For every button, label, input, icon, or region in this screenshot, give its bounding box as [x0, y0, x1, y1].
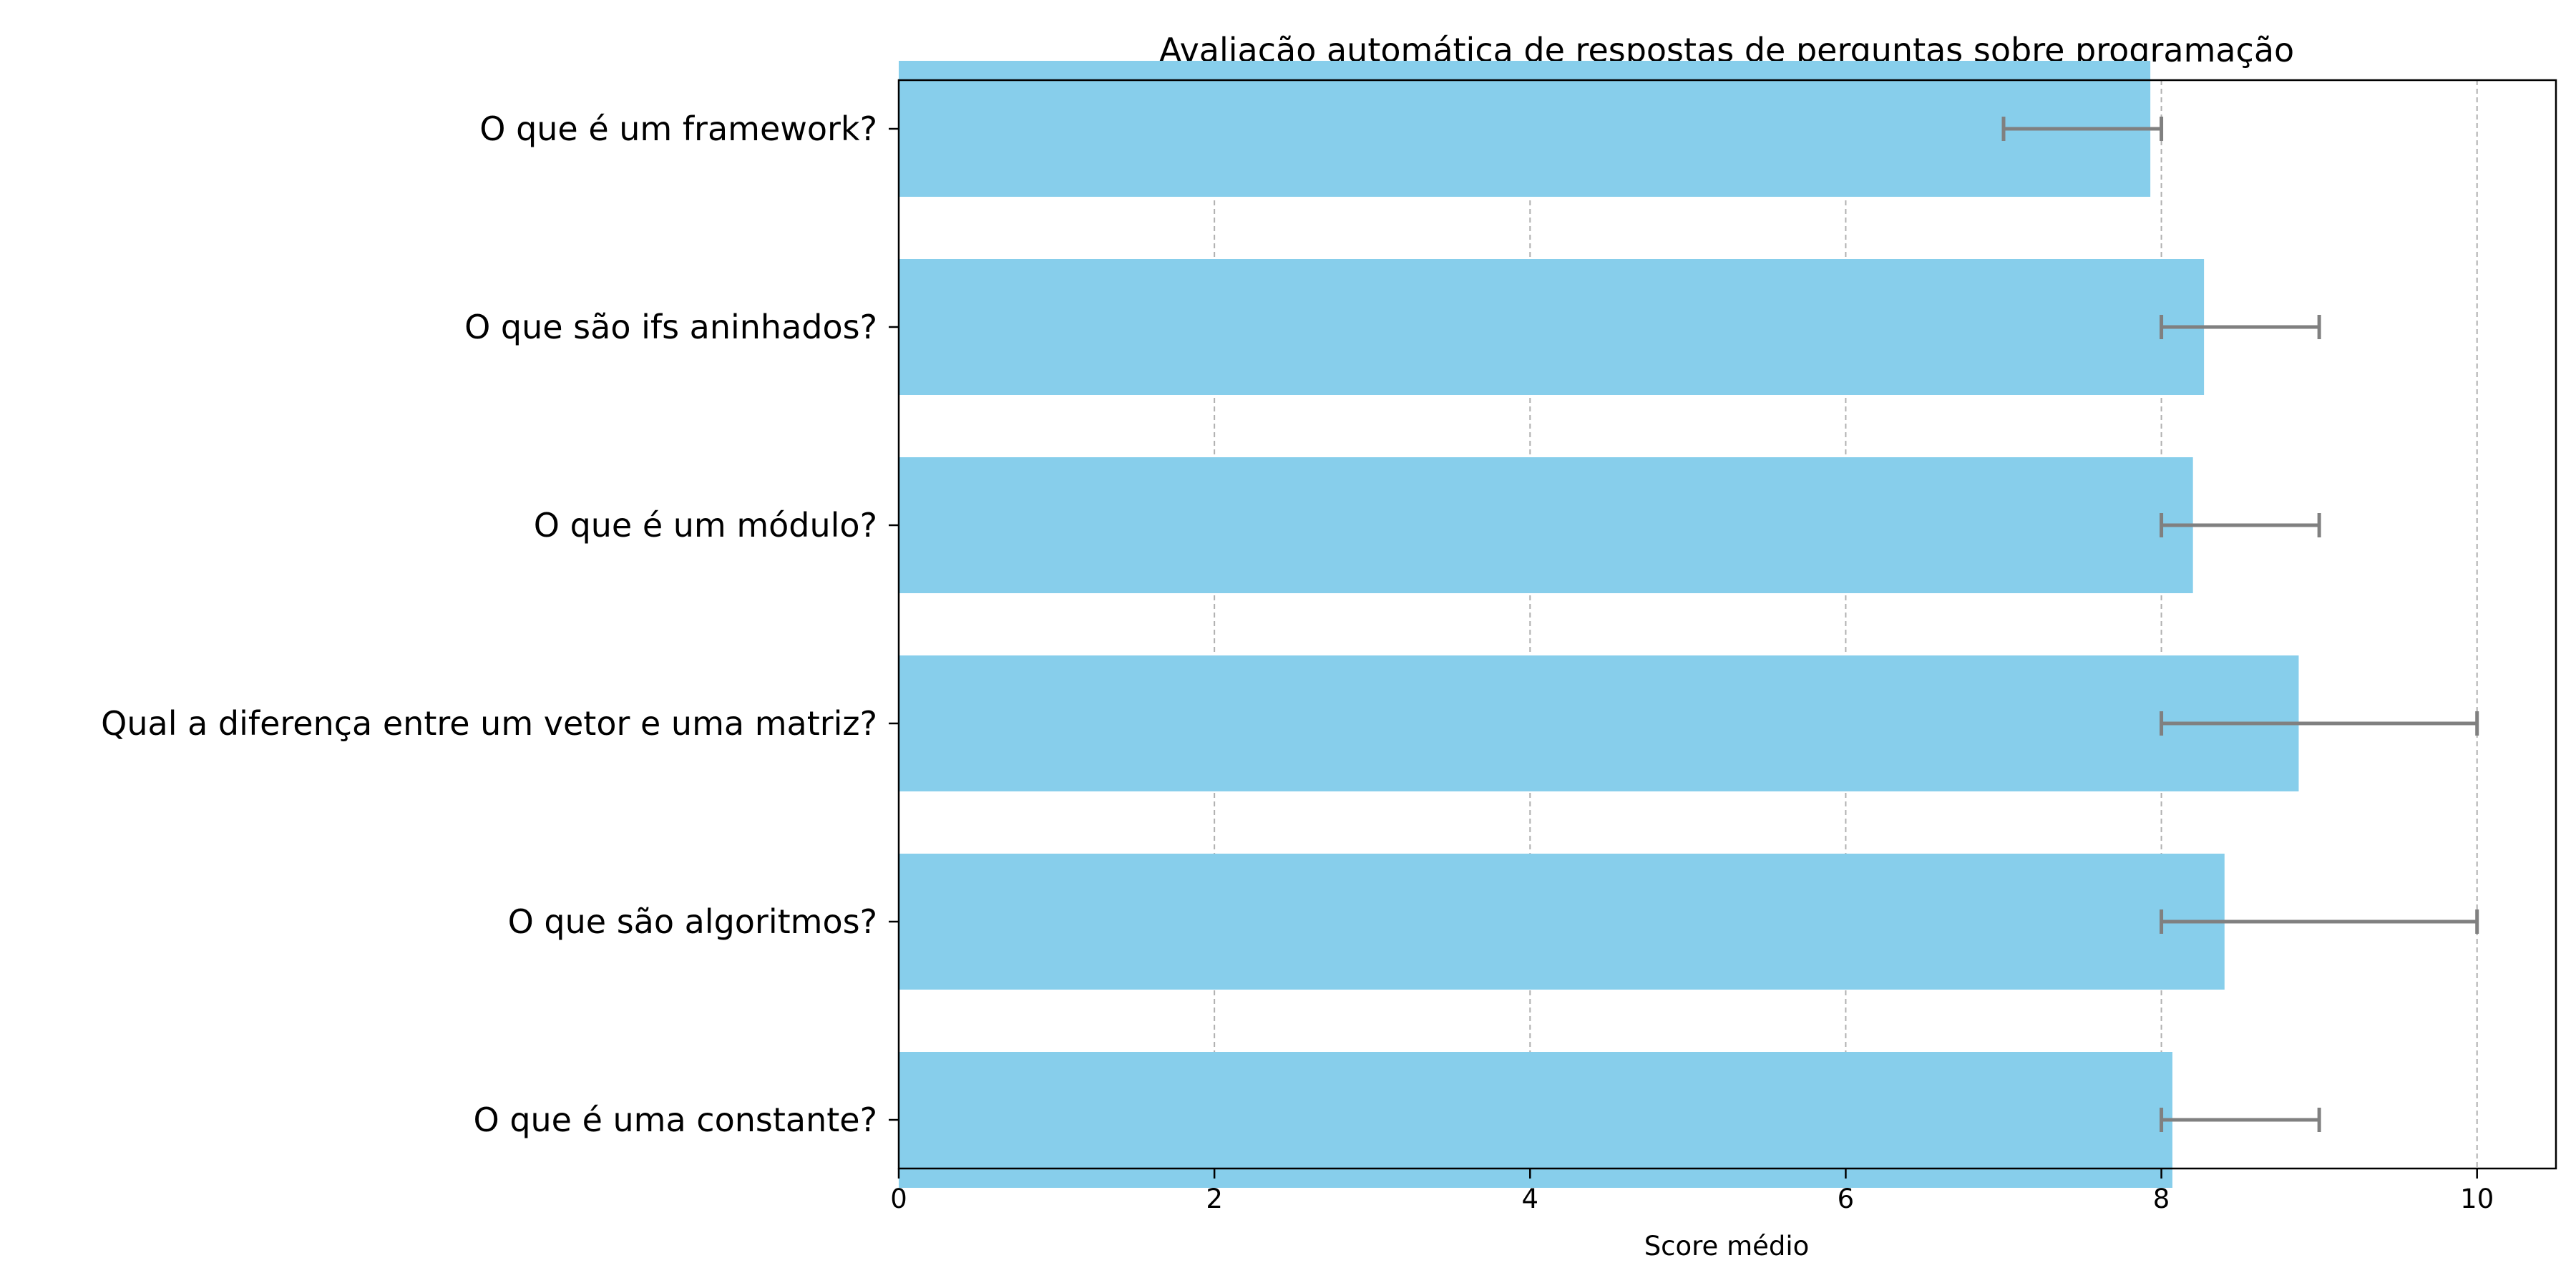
- category-label-0: O que é um framework?: [479, 109, 877, 148]
- bar-4: [899, 854, 2225, 990]
- category-label-5: O que é uma constante?: [474, 1101, 878, 1139]
- category-label-4: O que são algoritmos?: [508, 902, 877, 941]
- error-bar-3: [2160, 711, 2479, 736]
- bar-2: [899, 457, 2193, 593]
- error-bar-5: [2160, 1108, 2321, 1132]
- category-layer: O que é um framework? O que são ifs aninh…: [101, 109, 899, 1139]
- axis-layer: [897, 79, 2557, 1170]
- bar-0: [899, 61, 2151, 197]
- x-tick-label-0: 0: [890, 1184, 907, 1214]
- tick-layer: 0 2 4 6 8 10: [890, 1169, 2494, 1214]
- error-bar-4: [2160, 909, 2479, 934]
- grid-layer: [1214, 80, 2478, 1169]
- x-tick-label-4: 8: [2153, 1184, 2170, 1214]
- x-tick-label-1: 2: [1206, 1184, 1223, 1214]
- error-bar-1: [2160, 315, 2321, 339]
- x-axis-label: Score médio: [1644, 1231, 1810, 1262]
- bar-1: [899, 259, 2205, 395]
- bar-layer: [899, 61, 2299, 1188]
- plot-frame: [897, 79, 2557, 1170]
- x-tick-label-5: 10: [2460, 1184, 2494, 1214]
- category-label-1: O que são ifs aninhados?: [464, 308, 877, 346]
- bar-5: [899, 1052, 2173, 1188]
- category-label-2: O que é um módulo?: [534, 506, 877, 545]
- x-tick-label-2: 4: [1522, 1184, 1539, 1214]
- error-layer: [2001, 117, 2479, 1132]
- error-bar-0: [2001, 117, 2164, 141]
- category-label-3: Qual a diferença entre um vetor e uma ma…: [101, 704, 877, 743]
- bar-3: [899, 655, 2299, 791]
- error-bar-2: [2160, 513, 2321, 537]
- x-tick-label-3: 6: [1838, 1184, 1855, 1214]
